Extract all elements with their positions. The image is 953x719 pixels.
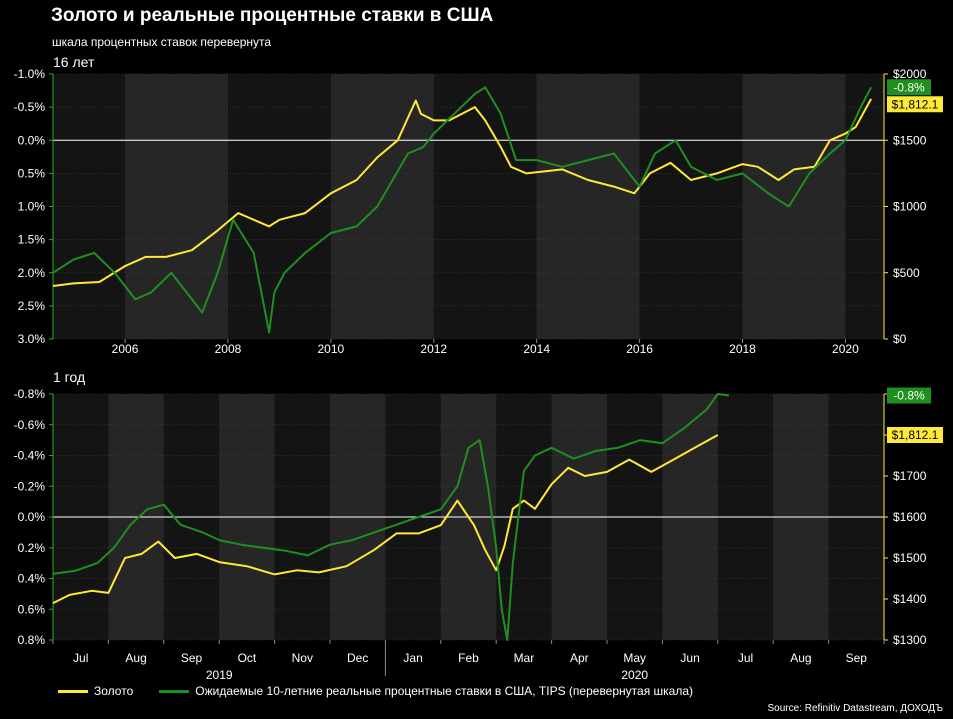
end-label-gold-box	[887, 96, 943, 113]
left-axis-tick-label: 1.0%	[18, 200, 46, 214]
right-axis-tick-label: $1500	[893, 133, 927, 147]
end-label-gold: $1,812.1	[892, 97, 939, 111]
series-line-gold	[52, 98, 872, 287]
plot-band	[742, 74, 846, 339]
x-axis-tick-label: Jun	[680, 651, 699, 665]
panel-label: 16 лет	[53, 54, 95, 70]
right-axis-tick-label: $1600	[893, 510, 927, 524]
left-axis-tick-label: 3.0%	[18, 332, 46, 346]
right-axis-tick-label: $0	[893, 332, 907, 346]
left-axis-tick-label: 0.4%	[18, 572, 46, 586]
right-axis-tick-label: $1700	[893, 469, 927, 483]
x-axis-year-label: 2019	[206, 668, 233, 682]
left-axis-tick-label: -0.6%	[14, 418, 46, 432]
series-line-rates	[52, 86, 872, 334]
series-line-gold	[52, 434, 719, 604]
x-axis-tick-label: Dec	[347, 651, 368, 665]
left-axis-tick-label: 2.5%	[18, 299, 46, 313]
plot-band	[536, 74, 640, 339]
x-axis-tick-label: Apr	[570, 651, 589, 665]
right-axis-tick-label: $1500	[893, 551, 927, 565]
legend: Золото Ожидаемые 10-летние реальные проц…	[58, 684, 719, 698]
left-axis-tick-label: 0.5%	[18, 166, 46, 180]
left-axis-tick-label: 0.0%	[18, 510, 46, 524]
source-note: Source: Refinitiv Datastream, ДОХОДЪ	[767, 703, 943, 714]
x-axis-tick-label: Feb	[458, 651, 479, 665]
x-axis-tick-label: Nov	[292, 651, 313, 665]
left-axis-tick-label: 2.0%	[18, 266, 46, 280]
series-line-rates	[52, 393, 730, 641]
x-axis-tick-label: Sep	[846, 651, 868, 665]
legend-item-rates: Ожидаемые 10-летние реальные процентные …	[159, 684, 693, 698]
legend-label-gold: Золото	[94, 684, 134, 698]
left-axis-tick-label: -0.8%	[14, 387, 46, 401]
left-axis-tick-label: 0.2%	[18, 541, 46, 555]
legend-swatch-rates	[159, 689, 190, 693]
x-axis-tick-label: Sep	[181, 651, 203, 665]
right-axis-tick-label: $1300	[893, 633, 927, 647]
x-axis-tick-label: Jul	[73, 651, 88, 665]
x-axis-tick-label: 2012	[420, 342, 447, 356]
left-axis-tick-label: 0.8%	[18, 633, 46, 647]
chart-subtitle: шкала процентных ставок перевернута	[52, 35, 272, 49]
right-axis-tick-label: $1000	[893, 200, 927, 214]
end-label-rates: -0.8%	[893, 389, 925, 403]
legend-label-rates: Ожидаемые 10-летние реальные процентные …	[195, 684, 694, 698]
end-label-rates: -0.8%	[893, 80, 925, 94]
left-axis-tick-label: -0.2%	[14, 479, 46, 493]
x-axis-tick-label: Mar	[514, 651, 535, 665]
left-axis-tick-label: -0.5%	[14, 100, 46, 114]
x-axis-tick-label: 2006	[112, 342, 139, 356]
x-axis-tick-label: 2016	[626, 342, 653, 356]
x-axis-tick-label: May	[623, 651, 646, 665]
right-axis-tick-label: $1400	[893, 592, 927, 606]
legend-item-gold: Золото	[58, 684, 133, 698]
left-axis-tick-label: -0.4%	[14, 449, 46, 463]
end-label-rates-box	[887, 387, 931, 404]
left-axis-tick-label: 0.0%	[18, 133, 46, 147]
legend-swatch-gold	[58, 689, 88, 693]
left-axis-tick-label: -1.0%	[14, 67, 46, 81]
x-axis-tick-label: Oct	[238, 651, 257, 665]
plot-band	[330, 74, 434, 339]
end-label-gold-box	[887, 427, 943, 443]
x-axis-tick-label: Jul	[738, 651, 753, 665]
x-axis-tick-label: 2010	[318, 342, 345, 356]
x-axis-tick-label: 2008	[215, 342, 242, 356]
right-axis-tick-label: $2000	[893, 67, 927, 81]
x-axis-tick-label: Jan	[403, 651, 422, 665]
x-axis-tick-label: 2014	[523, 342, 550, 356]
x-axis-tick-label: 2018	[729, 342, 756, 356]
panel-label: 1 год	[53, 369, 85, 385]
x-axis-tick-label: Aug	[790, 651, 811, 665]
x-axis-tick-label: Aug	[125, 651, 146, 665]
x-axis-tick-label: 2020	[832, 342, 859, 356]
left-axis-tick-label: 1.5%	[18, 233, 46, 247]
x-axis-year-label: 2020	[621, 668, 648, 682]
end-label-gold: $1,812.1	[892, 428, 939, 442]
left-axis-tick-label: 0.6%	[18, 602, 46, 616]
end-label-rates-box	[887, 79, 931, 96]
right-axis-tick-label: $500	[893, 266, 920, 280]
chart-title: Золото и реальные процентные ставки в СШ…	[51, 5, 494, 26]
